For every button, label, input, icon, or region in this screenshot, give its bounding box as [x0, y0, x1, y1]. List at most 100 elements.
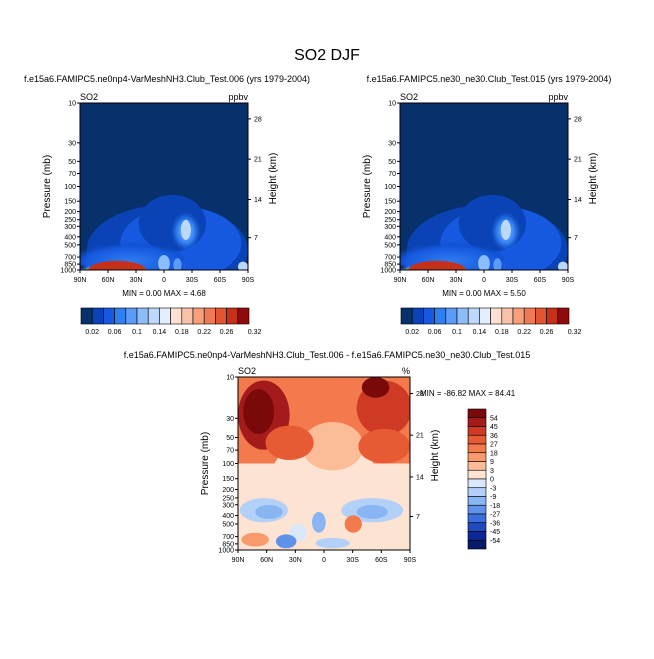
colorbar-label: 45: [490, 424, 498, 431]
field-shading: [80, 103, 248, 270]
y-tick-label: 1000: [218, 548, 234, 555]
left-label: SO2: [80, 92, 98, 102]
x-tick-label: 90N: [394, 277, 407, 284]
y2-tick-label: 14: [574, 197, 582, 204]
colorbar-label: -18: [490, 503, 500, 510]
y-tick-label: 1000: [60, 268, 76, 275]
colorbar-swatch: [467, 496, 487, 506]
y2-tick-label: 7: [254, 235, 258, 242]
contour-region: [255, 505, 283, 519]
colorbar-label: 0.18: [175, 329, 189, 336]
panel-title: f.e15a6.FAMIPC5.ne0np4-VarMeshNH3.Club_T…: [24, 74, 310, 84]
colorbar-swatch: [136, 307, 149, 325]
y-tick-label: 150: [384, 199, 396, 206]
y2-tick-label: 28: [254, 116, 262, 123]
y2-tick-label: 14: [416, 474, 424, 481]
colorbar-swatch: [147, 307, 160, 325]
contour-region: [301, 421, 364, 471]
y-tick-label: 400: [222, 513, 234, 520]
y-tick-label: 50: [68, 159, 76, 166]
panel-model-b: f.e15a6.FAMIPC5.ne30_ne30.Club_Test.015 …: [362, 74, 611, 336]
y-tick-label: 500: [222, 521, 234, 528]
contour-region: [500, 219, 511, 240]
y-tick-label: 150: [222, 476, 234, 483]
colorbar-label: 0.14: [153, 329, 167, 336]
y-tick-label: 850: [384, 262, 396, 269]
colorbar-swatch: [523, 307, 536, 325]
colorbar-label: 0.02: [85, 329, 99, 336]
y2-axis-label: Height (km): [588, 153, 599, 205]
contour-region: [344, 515, 362, 533]
y2-tick-label: 28: [416, 391, 424, 398]
colorbar-swatch: [423, 307, 435, 325]
contour-region: [180, 219, 191, 240]
contour-region: [241, 532, 269, 547]
y2-tick-label: 21: [574, 157, 582, 164]
y-tick-label: 400: [64, 234, 76, 241]
colorbar-swatch: [467, 434, 487, 445]
contour-region: [237, 261, 248, 270]
y-tick-label: 50: [388, 159, 396, 166]
x-tick-label: 30S: [186, 277, 199, 284]
x-tick-label: 90S: [404, 557, 417, 564]
x-tick-label: 60N: [102, 277, 115, 284]
colorbar-label: 0.1: [132, 329, 142, 336]
colorbar-swatch: [80, 307, 93, 325]
left-label: SO2: [238, 366, 256, 376]
x-tick-label: 30N: [289, 557, 302, 564]
colorbar-label: 0.22: [197, 329, 211, 336]
y-tick-label: 700: [384, 255, 396, 262]
colorbar-swatch: [445, 307, 458, 325]
y-tick-label: 300: [64, 224, 76, 231]
contour-region: [478, 254, 490, 270]
colorbar-swatch: [512, 307, 525, 325]
y2-tick-label: 14: [254, 197, 262, 204]
colorbar-swatch: [501, 307, 514, 325]
x-tick-label: 30S: [506, 277, 519, 284]
y2-tick-label: 7: [416, 514, 420, 521]
y-tick-label: 700: [64, 255, 76, 262]
x-tick-label: 90S: [242, 277, 255, 284]
x-tick-label: 30N: [130, 277, 143, 284]
colorbar-swatch: [226, 307, 239, 325]
y-tick-label: 850: [64, 262, 76, 269]
colorbar-swatch: [181, 307, 194, 325]
y-tick-label: 700: [222, 534, 234, 541]
y-tick-label: 200: [64, 209, 76, 216]
x-tick-label: 60N: [260, 557, 273, 564]
colorbar-label: 0.32: [248, 329, 262, 336]
x-tick-label: 90S: [562, 277, 575, 284]
colorbar-swatch: [467, 531, 487, 541]
y-tick-label: 150: [64, 199, 76, 206]
colorbar-label: -36: [490, 520, 500, 527]
y-tick-label: 250: [222, 495, 234, 502]
panel-title: f.e15a6.FAMIPC5.ne0np4-VarMeshNH3.Club_T…: [124, 350, 531, 360]
y-tick-label: 10: [68, 101, 76, 108]
colorbar-swatch: [91, 307, 104, 325]
colorbar-swatch: [479, 307, 491, 325]
y-tick-label: 100: [222, 461, 234, 468]
y-tick-label: 30: [226, 416, 234, 423]
colorbar-swatch: [215, 307, 227, 325]
y-tick-label: 250: [384, 217, 396, 224]
x-tick-label: 60S: [214, 277, 227, 284]
y-tick-label: 300: [384, 224, 396, 231]
colorbar-swatch: [467, 461, 487, 471]
colorbar-swatch: [467, 513, 487, 524]
contour-region: [356, 505, 388, 519]
y-tick-label: 100: [64, 184, 76, 191]
colorbar-swatch: [400, 307, 413, 325]
colorbar-label: -9: [490, 494, 496, 501]
colorbar-label: -45: [490, 529, 500, 536]
colorbar-label: 0.1: [452, 329, 462, 336]
contour-region: [173, 258, 182, 270]
y-tick-label: 70: [388, 171, 396, 178]
contour-region: [311, 511, 326, 533]
x-tick-label: 0: [162, 277, 166, 284]
y-tick-label: 10: [226, 375, 234, 382]
colorbar-swatch: [467, 426, 487, 436]
colorbar-swatch: [114, 307, 127, 325]
colorbar-label: 0.06: [428, 329, 442, 336]
colorbar-swatch: [411, 307, 424, 325]
field-shading: [238, 377, 410, 550]
